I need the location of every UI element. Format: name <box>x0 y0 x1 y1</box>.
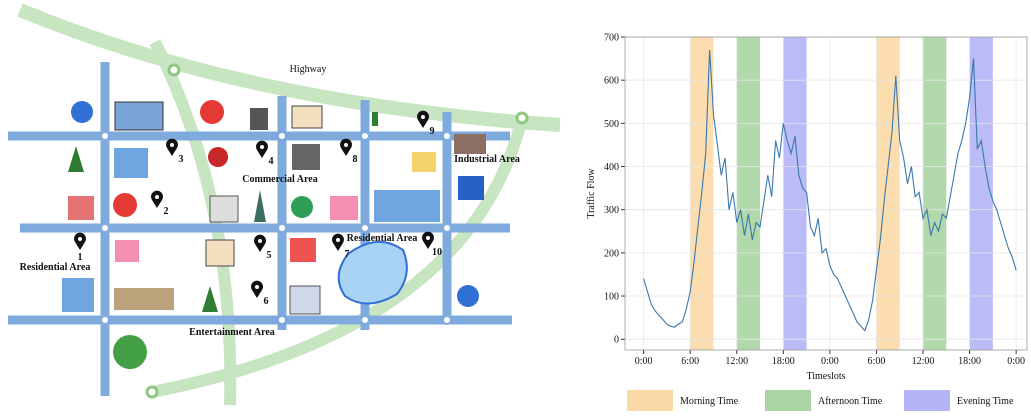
period-band <box>876 37 900 350</box>
y-tick-label: 200 <box>604 248 619 259</box>
icons <box>62 100 486 369</box>
pin <box>256 140 269 158</box>
pin-number: 3 <box>179 154 184 165</box>
x-tick-label: 18:00 <box>958 356 981 367</box>
pins: 1 2 3 4 5 6 7 8 9 10 <box>74 110 442 307</box>
x-tick-label: 12:00 <box>912 356 935 367</box>
x-tick-label: 18:00 <box>772 356 795 367</box>
legend-swatch <box>765 390 811 411</box>
pin <box>254 234 266 252</box>
pin-number: 6 <box>264 296 269 307</box>
period-band <box>923 37 947 350</box>
pin-hole <box>421 115 425 119</box>
pin-hole <box>155 195 159 199</box>
plot-frame <box>624 36 1028 351</box>
x-tick-label: 0:00 <box>635 356 653 367</box>
y-tick-label: 0 <box>614 335 619 346</box>
pin-hole <box>255 285 259 289</box>
intersections <box>100 131 452 325</box>
period-band <box>969 37 993 350</box>
area-label: Residential Area <box>20 262 91 273</box>
traffic-line <box>643 49 1017 332</box>
pin-hole <box>336 238 340 242</box>
period-band <box>783 37 807 350</box>
y-tick-label: 600 <box>604 76 619 87</box>
legend-label: Afternoon Time <box>818 396 883 407</box>
pin-hole <box>344 143 348 147</box>
pin-number: 10 <box>432 247 442 258</box>
pin <box>151 190 164 208</box>
map: 1 2 3 4 5 6 7 8 9 10 Highway Commercial Area Indust… <box>8 3 561 406</box>
pin-number: 8 <box>353 154 358 165</box>
legend-swatch <box>904 390 950 411</box>
pin <box>422 231 434 249</box>
period-band <box>736 37 761 350</box>
legend-swatch <box>627 390 673 411</box>
pin-number: 7 <box>345 249 350 260</box>
pin <box>251 280 263 298</box>
x-tick-label: 0:00 <box>821 356 839 367</box>
pin <box>332 233 344 251</box>
pin-number: 9 <box>430 126 435 137</box>
pin-hole <box>426 236 430 240</box>
x-tick-label: 12:00 <box>725 356 748 367</box>
area-label: Residential Area <box>347 233 418 244</box>
x-axis-label: Timeslots <box>806 371 845 382</box>
y-tick-label: 100 <box>604 292 619 303</box>
area-label: Industrial Area <box>454 154 520 165</box>
pin <box>340 138 353 156</box>
pin <box>417 110 430 128</box>
y-tick-label: 500 <box>604 119 619 130</box>
x-tick-label: 0:00 <box>1007 356 1025 367</box>
line-chart: 0 100 200 300 400 500 600 700 0:00 6:00 12:00 18:00… <box>586 33 1028 411</box>
legend-label: Evening Time <box>957 396 1014 407</box>
area-label: Entertainment Area <box>189 327 275 338</box>
highway-nodes <box>145 63 529 399</box>
pin <box>166 138 179 156</box>
y-axis-label: Traffic Flow <box>586 168 597 219</box>
pin-number: 4 <box>269 156 274 167</box>
pin <box>74 232 86 250</box>
area-label: Commercial Area <box>242 174 317 185</box>
y-tick-label: 700 <box>604 33 619 44</box>
pin-hole <box>78 237 82 241</box>
legend-label: Morning Time <box>680 396 739 407</box>
pin-number: 2 <box>164 206 169 217</box>
highway-road <box>150 116 528 398</box>
x-tick-label: 6:00 <box>868 356 886 367</box>
pin-number: 5 <box>267 250 272 261</box>
x-tick-label: 6:00 <box>681 356 699 367</box>
pin-hole <box>258 239 262 243</box>
pin-number: 1 <box>78 252 83 263</box>
pin-hole <box>170 143 174 147</box>
y-tick-label: 400 <box>604 162 619 173</box>
y-tick-label: 300 <box>604 205 619 216</box>
highway-road <box>17 3 561 132</box>
pin-hole <box>260 145 264 149</box>
area-label: Highway <box>290 64 327 75</box>
